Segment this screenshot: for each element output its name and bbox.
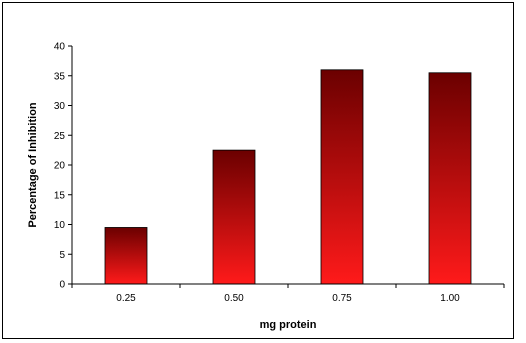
x-tick-label: 0.75 [332, 293, 352, 304]
x-tick-label: 1.00 [440, 293, 460, 304]
y-axis-ticks: 0 5 10 15 20 25 30 35 40 [54, 42, 72, 291]
y-tick-label: 10 [54, 220, 66, 231]
x-axis-ticks: 0.25 0.50 0.75 1.00 [71, 284, 505, 304]
bar-1.00 [428, 72, 472, 285]
y-tick-label: 20 [54, 161, 66, 172]
y-tick-label: 35 [54, 71, 66, 82]
bars [104, 69, 472, 285]
x-tick-label: 0.50 [224, 293, 244, 304]
y-tick-label: 15 [54, 190, 66, 201]
y-tick-label: 25 [54, 131, 66, 142]
x-axis-title: mg protein [260, 319, 317, 331]
y-tick-label: 0 [59, 280, 65, 291]
bar-0.25 [104, 227, 148, 285]
bar-0.75 [320, 69, 364, 285]
y-axis-title: Percentage of Inhibition [27, 102, 39, 228]
y-tick-label: 40 [54, 42, 66, 53]
x-tick-label: 0.25 [116, 293, 136, 304]
bar-0.50 [212, 149, 256, 285]
y-tick-label: 5 [59, 250, 65, 261]
y-tick-label: 30 [54, 101, 66, 112]
